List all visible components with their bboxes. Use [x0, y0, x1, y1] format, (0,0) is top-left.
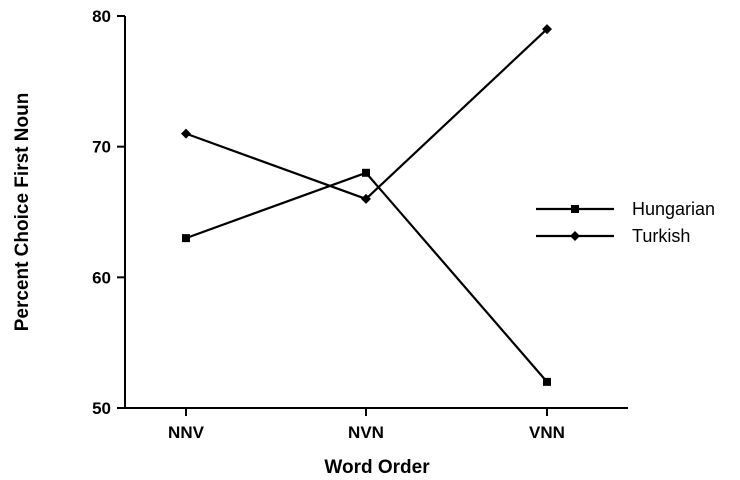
- legend-label: Hungarian: [632, 199, 715, 219]
- x-tick-label: NNV: [168, 423, 205, 442]
- data-point-square: [182, 234, 190, 243]
- data-point-square: [362, 168, 370, 177]
- y-axis-title: Percent Choice First Noun: [12, 93, 33, 332]
- y-tick-label: 50: [92, 399, 111, 418]
- x-tick-label: VNN: [529, 423, 565, 442]
- x-tick-label: NVN: [348, 423, 384, 442]
- data-point-diamond: [542, 24, 552, 35]
- series-line: [185, 171, 548, 383]
- x-axis-title: Word Order: [324, 457, 430, 478]
- legend-item-hungarian: Hungarian: [536, 199, 715, 219]
- y-tick-label: 80: [92, 7, 111, 26]
- legend-item-turkish: Turkish: [536, 226, 690, 246]
- data-point-diamond: [181, 128, 191, 139]
- data-point-square: [543, 377, 551, 386]
- y-tick-label: 60: [92, 268, 111, 287]
- data-point-diamond: [361, 193, 371, 204]
- data-point-diamond: [570, 231, 580, 241]
- y-ticks: 50 60 70 80: [92, 7, 125, 418]
- legend: Hungarian Turkish: [536, 199, 715, 246]
- series-layer: [181, 24, 552, 386]
- x-ticks: NNV NVN VNN: [168, 408, 565, 442]
- series-hungarian: [182, 168, 551, 386]
- legend-label: Turkish: [632, 226, 690, 246]
- axes: [124, 16, 628, 409]
- series-turkish: [181, 24, 552, 204]
- data-point-square: [571, 205, 579, 213]
- y-tick-label: 70: [92, 138, 111, 157]
